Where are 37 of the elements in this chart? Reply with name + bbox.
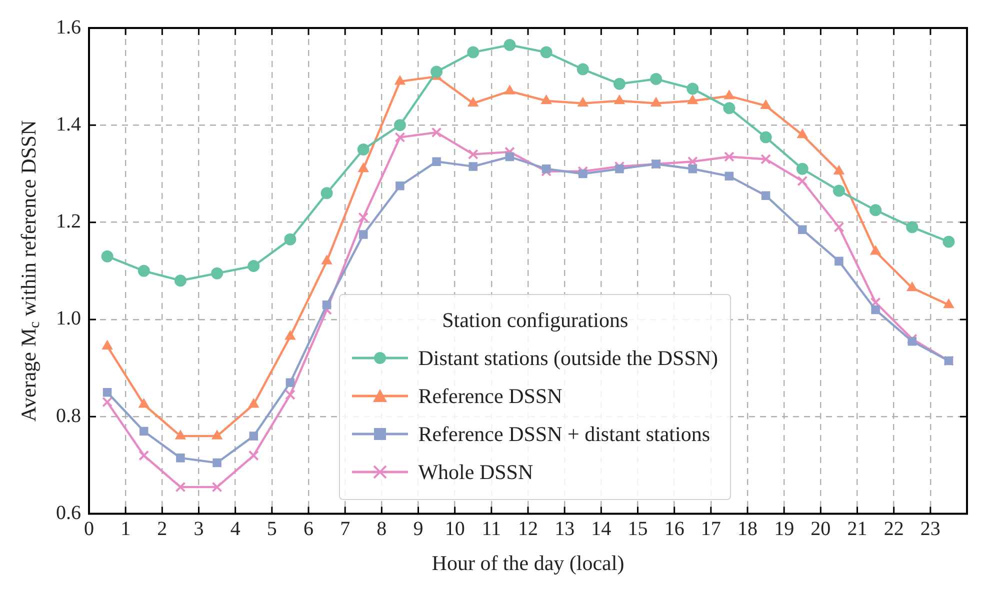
x-tick-label: 23 (920, 518, 940, 540)
x-axis-title: Hour of the day (local) (432, 550, 624, 575)
legend-label: Distant stations (outside the DSSN) (418, 344, 718, 372)
legend-title: Station configurations (441, 306, 630, 334)
y-tick-label: 0.6 (56, 502, 81, 524)
y-tick-label: 1.6 (56, 16, 81, 38)
x-tick-label: 8 (376, 518, 387, 540)
x-tick-label: 14 (591, 518, 612, 540)
x-tick-label: 10 (444, 518, 465, 540)
x-tick-label: 20 (810, 518, 831, 540)
x-tick-label: 16 (664, 518, 684, 540)
x-tick-label: 21 (847, 518, 868, 540)
x-tick-label: 15 (628, 518, 648, 540)
x-tick-label: 0 (84, 518, 94, 540)
y-axis-title: Average Mc within reference DSSN (16, 120, 43, 422)
x-tick-label: 3 (194, 518, 204, 540)
y-tick-label: 1.0 (56, 308, 81, 330)
y-tick-label: 1.2 (56, 210, 81, 233)
x-tick-label: 7 (340, 518, 350, 540)
x-tick-label: 11 (482, 518, 502, 540)
legend-label: Reference DSSN (418, 382, 562, 410)
y-tick-label: 1.4 (56, 113, 81, 136)
x-tick-label: 9 (413, 518, 424, 540)
x-tick-label: 13 (554, 518, 575, 540)
x-tick-label: 22 (884, 518, 904, 540)
y-tick-label: 0.8 (56, 404, 81, 427)
legend-label: Reference DSSN + distant stations (418, 420, 710, 448)
x-tick-label: 18 (738, 518, 758, 540)
x-tick-label: 4 (230, 518, 240, 540)
x-tick-label: 6 (304, 518, 314, 540)
x-tick-label: 19 (774, 518, 794, 540)
legend-label: Whole DSSN (418, 458, 534, 486)
x-tick-label: 1 (120, 518, 131, 540)
x-tick-label: 5 (266, 518, 277, 540)
x-tick-label: 12 (518, 518, 538, 540)
x-tick-label: 17 (700, 518, 721, 540)
x-tick-label: 2 (157, 518, 168, 540)
